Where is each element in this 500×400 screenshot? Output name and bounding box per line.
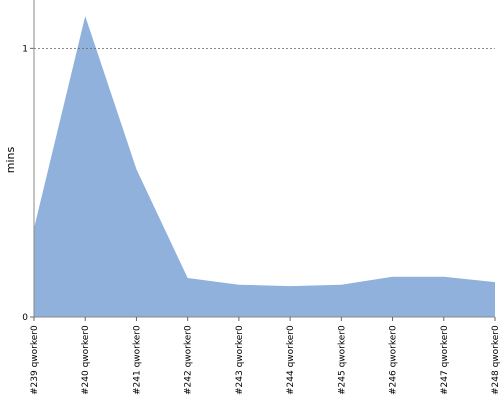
y-axis-label: mins (4, 146, 17, 173)
x-tick-label: #242 qworker0 (184, 325, 194, 395)
x-tick-label: #239 qworker0 (30, 325, 40, 395)
y-tick-label: 0 (22, 313, 28, 323)
x-tick-label: #246 qworker0 (389, 325, 399, 395)
x-tick-label: #244 qworker0 (286, 325, 296, 395)
x-tick-label: #240 qworker0 (81, 325, 91, 395)
x-tick-label: #247 qworker0 (440, 325, 450, 395)
x-tick-label: #248 qworker0 (491, 325, 500, 395)
y-tick-label: 1 (22, 44, 28, 54)
x-tick-label: #241 qworker0 (132, 325, 142, 395)
x-tick-label: #243 qworker0 (235, 325, 245, 395)
x-tick-label: #245 qworker0 (337, 325, 347, 395)
area (34, 16, 495, 317)
